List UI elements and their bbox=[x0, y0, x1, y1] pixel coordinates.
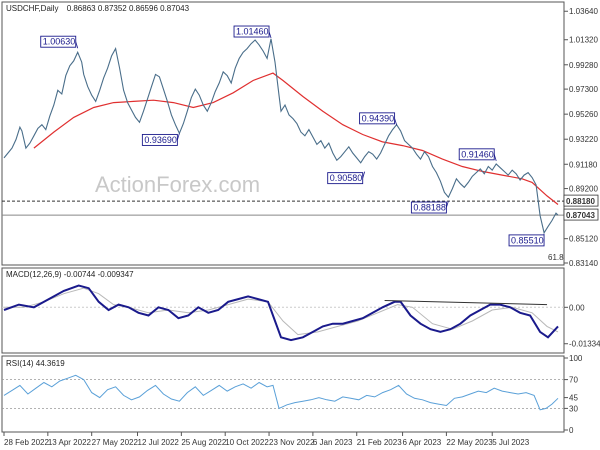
price-level-box bbox=[508, 234, 545, 247]
price-panel-title: USDCHF,Daily 0.86863 0.87352 0.86596 0.8… bbox=[6, 4, 190, 13]
price-level-label: 0.88188 bbox=[413, 203, 446, 213]
price-y-tick-label: 0.83140 bbox=[569, 259, 598, 268]
price-y-tick-label: 0.95260 bbox=[569, 110, 598, 119]
x-tick-label: 6 Jan 2023 bbox=[313, 438, 353, 447]
fib-label: 61.8 bbox=[548, 253, 564, 262]
level-label: 0.88180 bbox=[566, 197, 595, 206]
level-label-box bbox=[563, 194, 599, 207]
x-tick-label: 10 Oct 2022 bbox=[225, 438, 269, 447]
price-y-tick-label: 0.89200 bbox=[569, 185, 598, 194]
watermark: ActionForex.com bbox=[95, 172, 260, 197]
price-level-label: 0.85510 bbox=[511, 235, 544, 245]
price-y-tick-label: 0.97300 bbox=[569, 85, 598, 94]
rsi-y-tick-label: 0 bbox=[569, 426, 574, 435]
rsi-y-tick-label: 30 bbox=[569, 404, 578, 413]
price-level-labels: 1.00630 1.01460 0.93690 0.94390 0.90580 0.914… bbox=[40, 25, 545, 247]
price-panel: ActionForex.com USDCHF,Daily 0.86863 0.8… bbox=[1, 1, 599, 268]
macd-panel: MACD(12,26,9) -0.00744 -0.009347 0.00 -0.… bbox=[1, 267, 600, 354]
price-y-tick-label: 1.03640 bbox=[569, 7, 598, 16]
x-tick-label: 25 Aug 2022 bbox=[181, 438, 226, 447]
macd-line bbox=[3, 284, 559, 342]
macd-signal-line bbox=[4, 287, 559, 336]
rsi-line bbox=[3, 374, 559, 411]
price-level-label: 0.94390 bbox=[362, 113, 395, 123]
x-tick-label: 21 Feb 2023 bbox=[357, 438, 402, 447]
price-y-tick-label: 0.91180 bbox=[569, 160, 598, 169]
level-label: 0.87043 bbox=[566, 211, 595, 220]
symbol-timeframe: USDCHF,Daily bbox=[6, 4, 58, 13]
x-tick-label: 13 Apr 2022 bbox=[48, 438, 92, 447]
price-y-tick-label: 0.99280 bbox=[569, 61, 598, 70]
price-level-label: 1.00630 bbox=[43, 37, 76, 47]
x-tick-label: 28 Feb 2022 bbox=[4, 438, 49, 447]
price-level-label: 0.93690 bbox=[144, 135, 177, 145]
macd-y-axis: 0.00 -0.01334 bbox=[2, 303, 600, 349]
price-level-box bbox=[327, 172, 364, 185]
rsi-panel-frame bbox=[1, 355, 565, 433]
price-level-box bbox=[359, 112, 396, 125]
macd-y-tick-label: 0.00 bbox=[569, 303, 585, 312]
price-y-tick-label: 0.93220 bbox=[569, 135, 598, 144]
price-y-axis: 1.03640 1.01320 0.99280 0.97300 0.95260 0.932… bbox=[564, 7, 598, 268]
price-level-box bbox=[40, 35, 77, 48]
rsi-y-tick-label: 45 bbox=[569, 394, 578, 403]
price-y-tick-label: 1.01320 bbox=[569, 36, 598, 45]
price-level-label: 1.01460 bbox=[236, 27, 269, 37]
price-level-box bbox=[458, 148, 495, 161]
x-tick-label: 5 Jul 2023 bbox=[492, 438, 529, 447]
x-tick-label: 27 May 2022 bbox=[92, 438, 139, 447]
x-tick-label: 23 Nov 2022 bbox=[269, 438, 315, 447]
price-level-box bbox=[410, 201, 447, 214]
price-line bbox=[3, 38, 559, 235]
price-level-box bbox=[233, 25, 270, 38]
macd-title: MACD(12,26,9) -0.00744 -0.009347 bbox=[6, 270, 134, 279]
x-tick-label: 6 Apr 2023 bbox=[403, 438, 442, 447]
price-horizontal-lines: 0.88180 0.87043 bbox=[2, 194, 599, 221]
macd-trendline bbox=[384, 299, 548, 306]
x-tick-label: 12 Jul 2022 bbox=[138, 438, 180, 447]
price-level-label: 0.91460 bbox=[461, 149, 494, 159]
ohlc-readout: 0.86863 0.87352 0.86596 0.87043 bbox=[67, 4, 190, 13]
price-panel-frame bbox=[1, 1, 565, 266]
rsi-y-tick-label: 100 bbox=[569, 354, 583, 363]
price-level-label: 0.90580 bbox=[330, 173, 363, 183]
level-label-box bbox=[563, 208, 599, 221]
rsi-title: RSI(14) 44.3619 bbox=[6, 359, 65, 368]
price-y-tick-label: 0.85120 bbox=[569, 235, 598, 244]
macd-y-tick-label: -0.01334 bbox=[569, 340, 600, 349]
x-tick-label: 22 May 2023 bbox=[446, 438, 493, 447]
rsi-y-tick-label: 70 bbox=[569, 376, 578, 385]
price-level-box bbox=[141, 133, 178, 146]
